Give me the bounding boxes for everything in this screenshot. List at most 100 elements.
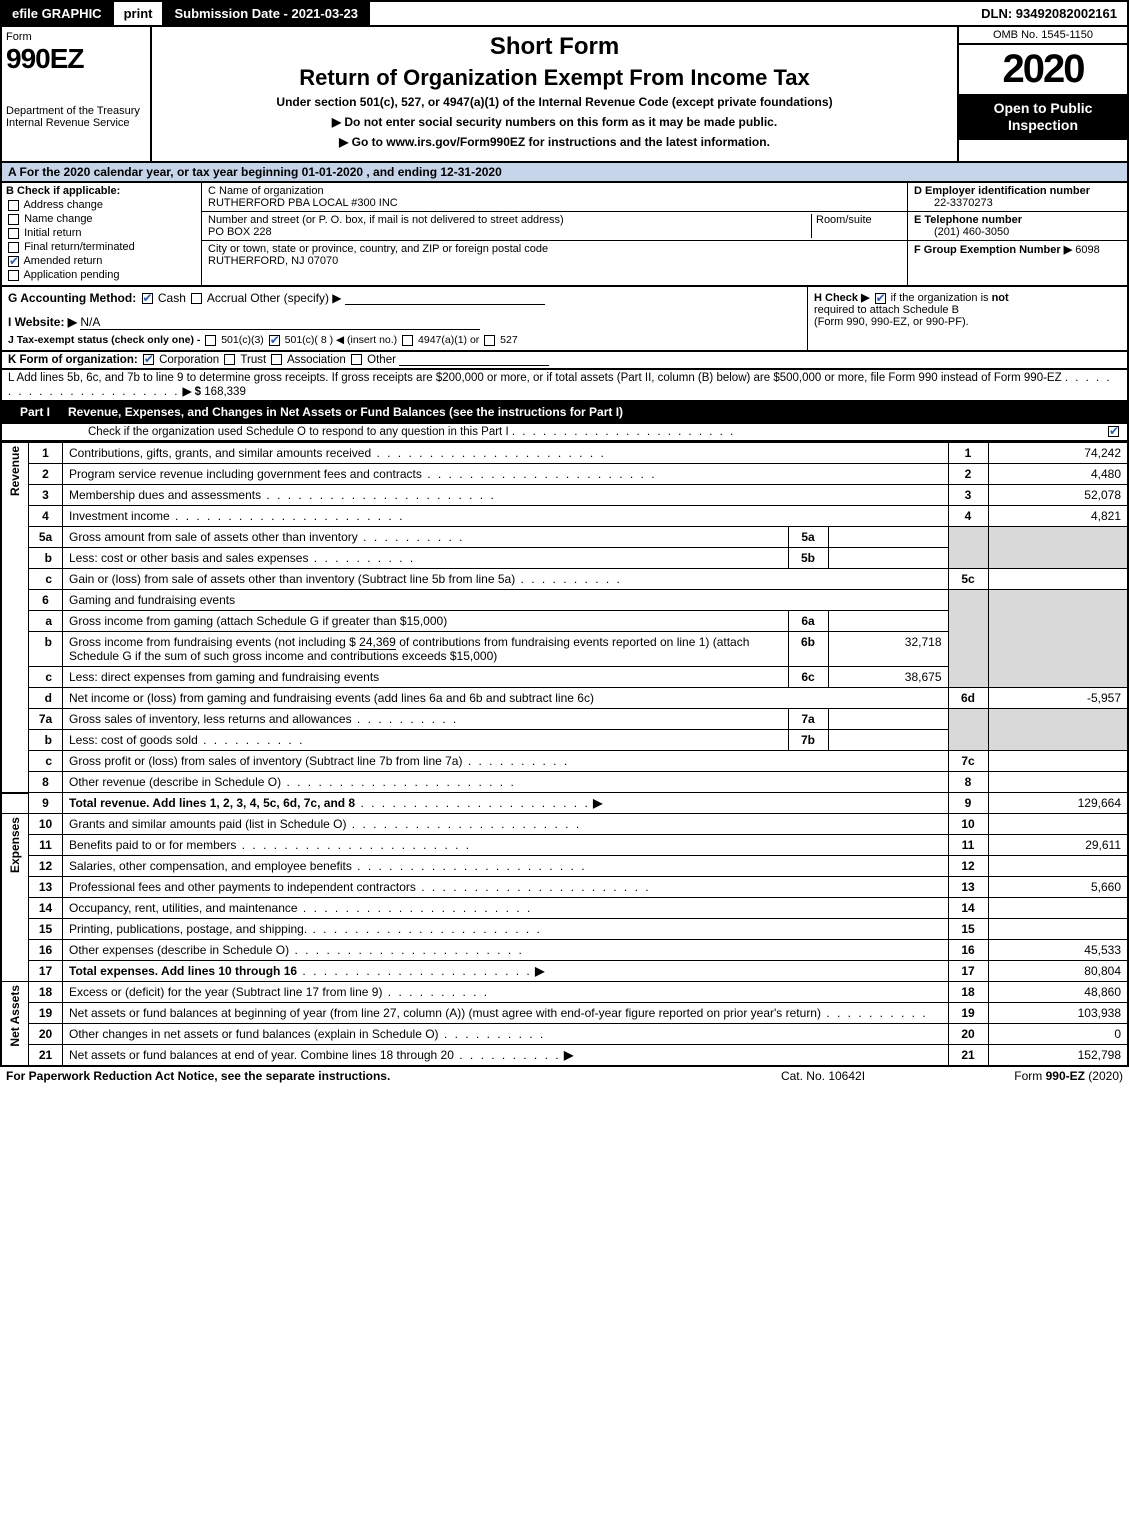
tax-year: 2020	[959, 45, 1127, 94]
line-5c-amount	[988, 569, 1128, 590]
chk-cash[interactable]	[142, 293, 153, 304]
other-org-field[interactable]	[399, 365, 549, 366]
chk-501c3[interactable]	[205, 335, 216, 346]
line-11-col: 11	[948, 835, 988, 856]
chk-527[interactable]	[484, 335, 495, 346]
main-title: Return of Organization Exempt From Incom…	[158, 65, 951, 91]
chk-association[interactable]	[271, 354, 282, 365]
line-6a-num: a	[29, 611, 63, 632]
line-17-col: 17	[948, 961, 988, 982]
line-7c-amount	[988, 751, 1128, 772]
line-20-num: 20	[29, 1024, 63, 1045]
line-21-arrow: ▶	[564, 1048, 573, 1062]
line-12-desc: Salaries, other compensation, and employ…	[69, 859, 352, 873]
line-15-num: 15	[29, 919, 63, 940]
line-9-dots	[355, 796, 590, 810]
line-21-desc: Net assets or fund balances at end of ye…	[69, 1048, 454, 1062]
line-13-num: 13	[29, 877, 63, 898]
line-3-num: 3	[29, 485, 63, 506]
line-2-col: 2	[948, 464, 988, 485]
line-18-col: 18	[948, 982, 988, 1003]
page-footer: For Paperwork Reduction Act Notice, see …	[0, 1067, 1129, 1085]
chk-schedule-o-used[interactable]	[1108, 426, 1119, 437]
toolbar-spacer	[370, 2, 971, 25]
h-not: not	[992, 292, 1009, 304]
chk-amended-return-label: Amended return	[23, 255, 102, 267]
tel-label: E Telephone number	[914, 214, 1121, 226]
line-7b-desc: Less: cost of goods sold	[69, 733, 198, 747]
expenses-vert-label: Expenses	[1, 814, 29, 982]
line-4-desc: Investment income	[69, 509, 170, 523]
chk-address-change[interactable]	[8, 200, 19, 211]
line-5a-num: 5a	[29, 527, 63, 548]
chk-trust[interactable]	[224, 354, 235, 365]
line-6a-desc: Gross income from gaming (attach Schedul…	[69, 614, 447, 628]
line-6a-inner-label: 6a	[788, 611, 828, 632]
line-10-desc: Grants and similar amounts paid (list in…	[69, 817, 346, 831]
line-16-num: 16	[29, 940, 63, 961]
chk-schedule-b-not-required[interactable]	[875, 293, 886, 304]
box-b: B Check if applicable: Address change Na…	[2, 183, 202, 285]
print-button[interactable]: print	[114, 2, 165, 25]
line-21-col: 21	[948, 1045, 988, 1067]
row-l-text: L Add lines 5b, 6c, and 7b to line 9 to …	[8, 372, 1062, 384]
revenue-bottom-cap	[1, 793, 29, 814]
line-5b-inner-val	[828, 548, 948, 569]
header-left: Form 990EZ Department of the Treasury In…	[2, 27, 152, 161]
line-3-dots	[261, 488, 496, 502]
line-7a-num: 7a	[29, 709, 63, 730]
chk-name-change[interactable]	[8, 214, 19, 225]
line-6-desc: Gaming and fundraising events	[69, 593, 235, 607]
schedule-o-dots	[512, 426, 735, 438]
box-c-city-label: City or town, state or province, country…	[208, 243, 901, 255]
chk-application-pending[interactable]	[8, 270, 19, 281]
line-6b-inner-val: 32,718	[828, 632, 948, 667]
line-7a-inner-val	[828, 709, 948, 730]
line-8-num: 8	[29, 772, 63, 793]
chk-corporation[interactable]	[143, 354, 154, 365]
accounting-method-label: G Accounting Method:	[8, 291, 136, 305]
line-17-desc: Total expenses. Add lines 10 through 16	[69, 964, 297, 978]
form-footer-suffix: (2020)	[1085, 1069, 1123, 1083]
line-20-amount: 0	[988, 1024, 1128, 1045]
chk-4947[interactable]	[402, 335, 413, 346]
h-text3: (Form 990, 990-EZ, or 990-PF).	[814, 316, 969, 328]
h-text1: if the organization is	[891, 292, 989, 304]
line-2-desc: Program service revenue including govern…	[69, 467, 422, 481]
chk-name-change-label: Name change	[24, 213, 93, 225]
chk-amended-return[interactable]	[8, 256, 19, 267]
form-footer-label: Form 990-EZ (2020)	[923, 1069, 1123, 1083]
line-17-num: 17	[29, 961, 63, 982]
line-2-amount: 4,480	[988, 464, 1128, 485]
chk-initial-return[interactable]	[8, 228, 19, 239]
chk-accrual[interactable]	[191, 293, 202, 304]
line-21-dots	[454, 1048, 561, 1062]
line-6-num: 6	[29, 590, 63, 611]
line-6abc-shade	[948, 590, 988, 688]
line-12-dots	[352, 859, 587, 873]
line-10-dots	[346, 817, 581, 831]
line-9-amount: 129,664	[988, 793, 1128, 814]
association-label: Association	[287, 354, 346, 366]
other-specify-field[interactable]	[345, 304, 545, 305]
revenue-vert-text: Revenue	[8, 446, 22, 496]
website-value: N/A	[80, 315, 480, 330]
chk-address-change-label: Address change	[23, 199, 103, 211]
group-exemption-label: F Group Exemption Number ▶	[914, 244, 1072, 256]
line-5c-num: c	[29, 569, 63, 590]
line-1-num: 1	[29, 443, 63, 464]
chk-other-org[interactable]	[351, 354, 362, 365]
part-i-table: Revenue 1 Contributions, gifts, grants, …	[0, 442, 1129, 1067]
line-21-amount: 152,798	[988, 1045, 1128, 1067]
chk-501c[interactable]	[269, 335, 280, 346]
line-5b-desc: Less: cost or other basis and sales expe…	[69, 551, 308, 565]
expenses-vert-text: Expenses	[8, 817, 22, 873]
chk-final-return-label: Final return/terminated	[24, 241, 135, 253]
instructions-link[interactable]: ▶ Go to www.irs.gov/Form990EZ for instru…	[158, 135, 951, 149]
line-6abc-amount-shade	[988, 590, 1128, 688]
line-6c-desc: Less: direct expenses from gaming and fu…	[69, 670, 379, 684]
line-7c-col: 7c	[948, 751, 988, 772]
line-6b-desc1: Gross income from fundraising events (no…	[69, 635, 356, 649]
efile-graphic-button[interactable]: efile GRAPHIC	[2, 2, 114, 25]
chk-final-return[interactable]	[8, 242, 19, 253]
